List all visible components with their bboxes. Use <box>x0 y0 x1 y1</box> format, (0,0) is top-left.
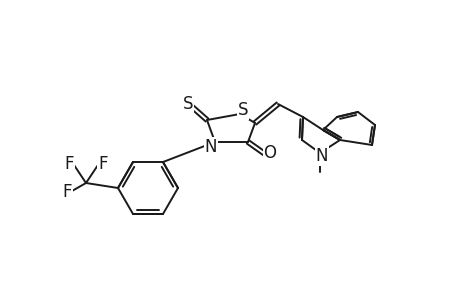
Text: O: O <box>263 144 276 162</box>
Text: S: S <box>237 101 248 119</box>
Text: N: N <box>204 138 217 156</box>
Text: N: N <box>315 147 328 165</box>
Text: F: F <box>62 183 72 201</box>
Text: F: F <box>98 155 107 173</box>
Text: F: F <box>64 155 73 173</box>
Text: S: S <box>182 95 193 113</box>
